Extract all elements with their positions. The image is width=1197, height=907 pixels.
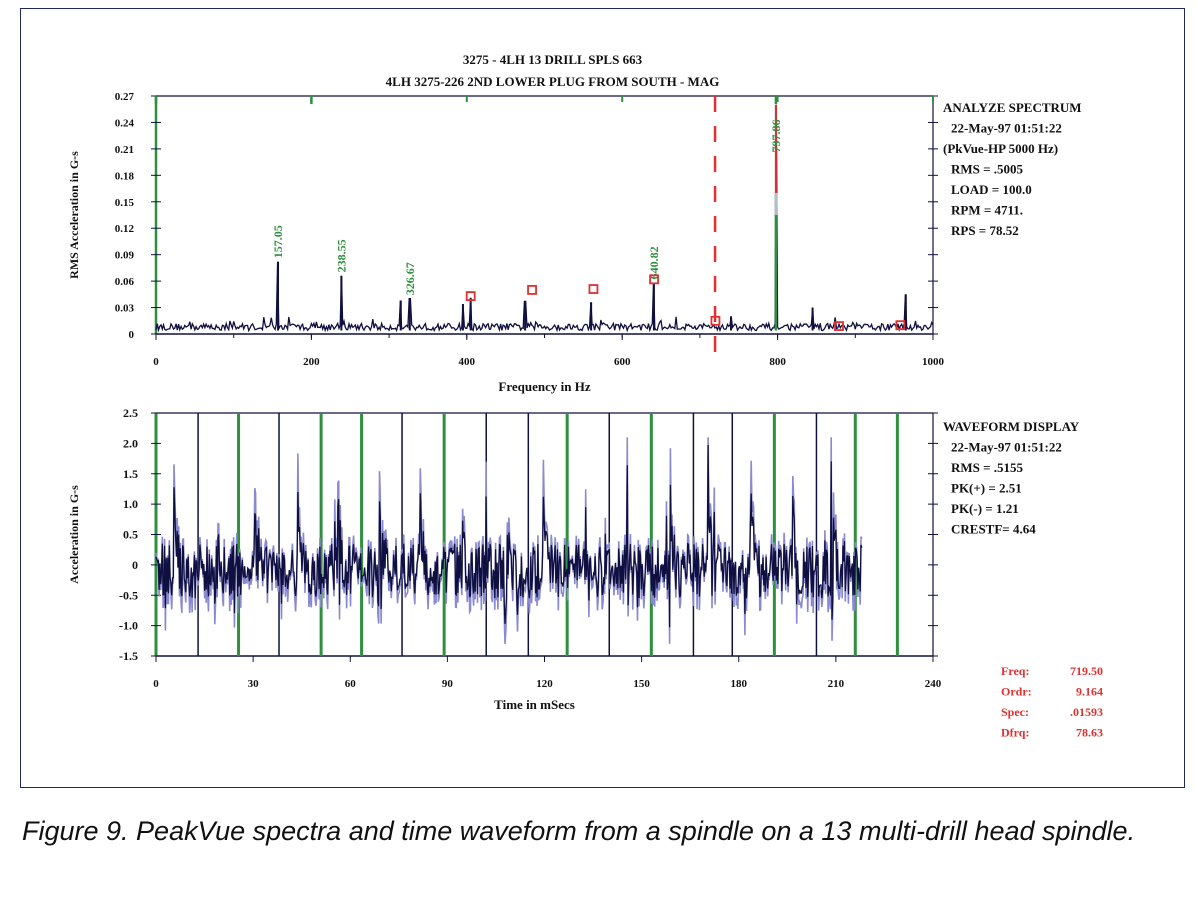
waveform-x-tick-label: 120 xyxy=(536,678,553,690)
spectrum-y-tick-label: 0.15 xyxy=(115,197,135,209)
waveform-x-tick-label: 60 xyxy=(345,678,357,690)
spectrum-x-tick-label: 800 xyxy=(769,356,786,368)
waveform-x-tick-label: 150 xyxy=(633,678,650,690)
waveform-info-line: RMS = .5155 xyxy=(951,460,1024,475)
cursor-readout-label: Dfrq: xyxy=(1001,726,1029,740)
waveform-x-tick-label: 210 xyxy=(828,678,845,690)
waveform-y-label: Acceleration in G-s xyxy=(67,485,81,584)
waveform-y-tick-label: 1.0 xyxy=(123,497,138,511)
waveform-x-label: Time in mSecs xyxy=(494,697,575,712)
figure-caption: Figure 9. PeakVue spectra and time wavef… xyxy=(22,816,1136,846)
cursor-readout-label: Ordr: xyxy=(1001,685,1032,699)
spectrum-info-line: (PkVue-HP 5000 Hz) xyxy=(943,141,1058,156)
spectrum-x-tick-label: 0 xyxy=(153,356,159,368)
spectrum-peak-label: 797.86 xyxy=(769,120,783,153)
waveform-info-line: 22-May-97 01:51:22 xyxy=(951,440,1062,455)
spectrum-harmonic-marker xyxy=(588,284,599,294)
waveform-trace xyxy=(155,444,863,628)
waveform-y-tick-label: 0.5 xyxy=(123,528,138,542)
waveform-y-tick-label: -1.0 xyxy=(119,619,138,633)
cursor-readout-value: 719.50 xyxy=(1070,664,1103,678)
spectrum-info-line: RPS = 78.52 xyxy=(951,223,1019,238)
waveform-x-tick-label: 180 xyxy=(731,678,748,690)
spectrum-y-tick-label: 0 xyxy=(129,329,135,341)
spectrum-harmonic-marker xyxy=(834,321,844,331)
figure-frame: 3275 - 4LH 13 DRILL SPLS 663 4LH 3275-226… xyxy=(20,8,1185,788)
spectrum-harmonic-marker xyxy=(895,320,906,331)
spectrum-peak-label: 640.82 xyxy=(647,246,661,279)
spectrum-y-tick-label: 0.12 xyxy=(115,223,135,235)
waveform-y-tick-label: 2.5 xyxy=(123,406,138,420)
waveform-y-tick-label: 2.0 xyxy=(123,436,138,450)
spectrum-info-line: RPM = 4711. xyxy=(951,203,1023,218)
spectrum-peak-label: 326.67 xyxy=(403,262,417,295)
waveform-x-tick-label: 30 xyxy=(248,678,260,690)
spectrum-y-tick-label: 0.18 xyxy=(115,170,135,182)
spectrum-x-tick-label: 200 xyxy=(303,356,320,368)
spectrum-title: 3275 - 4LH 13 DRILL SPLS 663 xyxy=(463,52,643,67)
waveform-x-tick-label: 0 xyxy=(153,678,159,690)
waveform-y-tick-label: -0.5 xyxy=(119,588,138,602)
spectrum-y-label: RMS Acceleration in G-s xyxy=(67,151,81,279)
spectrum-harmonic-marker xyxy=(710,315,721,326)
spectrum-y-tick-label: 0.09 xyxy=(115,250,135,262)
spectrum-peak-label: 157.05 xyxy=(271,225,285,258)
waveform-info-line: CRESTF= 4.64 xyxy=(951,522,1036,537)
spectrum-harmonic-marker xyxy=(465,291,476,301)
cursor-readout-label: Spec: xyxy=(1001,705,1029,719)
waveform-x-tick-label: 90 xyxy=(442,678,454,690)
waveform-info-line: PK(-) = 1.21 xyxy=(951,501,1019,516)
spectrum-trace xyxy=(155,104,934,333)
spectrum-y-tick-label: 0.06 xyxy=(115,276,135,288)
spectrum-y-tick-label: 0.21 xyxy=(115,144,134,156)
waveform-y-tick-label: -1.5 xyxy=(119,649,138,663)
waveform-info-line: WAVEFORM DISPLAY xyxy=(943,419,1080,434)
spectrum-info-line: 22-May-97 01:51:22 xyxy=(951,121,1062,136)
cursor-readout-value: .01593 xyxy=(1070,705,1103,719)
waveform-y-tick-label: 1.5 xyxy=(123,467,138,481)
spectrum-y-tick-label: 0.27 xyxy=(115,91,135,103)
waveform-x-tick-label: 240 xyxy=(925,678,942,690)
waveform-y-tick-label: 0 xyxy=(132,558,138,572)
spectrum-y-tick-label: 0.03 xyxy=(115,303,135,315)
spectrum-info-line: ANALYZE SPECTRUM xyxy=(943,100,1082,115)
spectrum-harmonic-marker xyxy=(649,274,659,285)
spectrum-x-tick-label: 600 xyxy=(614,356,631,368)
spectrum-peak-label: 238.55 xyxy=(334,239,348,272)
cursor-readout-value: 78.63 xyxy=(1076,726,1103,740)
cursor-readout-label: Freq: xyxy=(1001,664,1029,678)
chart-canvas: 3275 - 4LH 13 DRILL SPLS 663 4LH 3275-226… xyxy=(67,52,1103,740)
spectrum-x-label: Frequency in Hz xyxy=(498,379,590,394)
spectrum-info-line: LOAD = 100.0 xyxy=(951,182,1032,197)
spectrum-harmonic-marker xyxy=(527,285,537,295)
spectrum-subtitle: 4LH 3275-226 2ND LOWER PLUG FROM SOUTH -… xyxy=(386,74,720,89)
spectrum-x-tick-label: 400 xyxy=(459,356,476,368)
cursor-readout-value: 9.164 xyxy=(1076,685,1103,699)
waveform-info-line: PK(+) = 2.51 xyxy=(951,481,1022,496)
spectrum-x-tick-label: 1000 xyxy=(922,356,945,368)
spectrum-info-line: RMS = .5005 xyxy=(951,162,1024,177)
spectrum-y-tick-label: 0.24 xyxy=(115,117,135,129)
